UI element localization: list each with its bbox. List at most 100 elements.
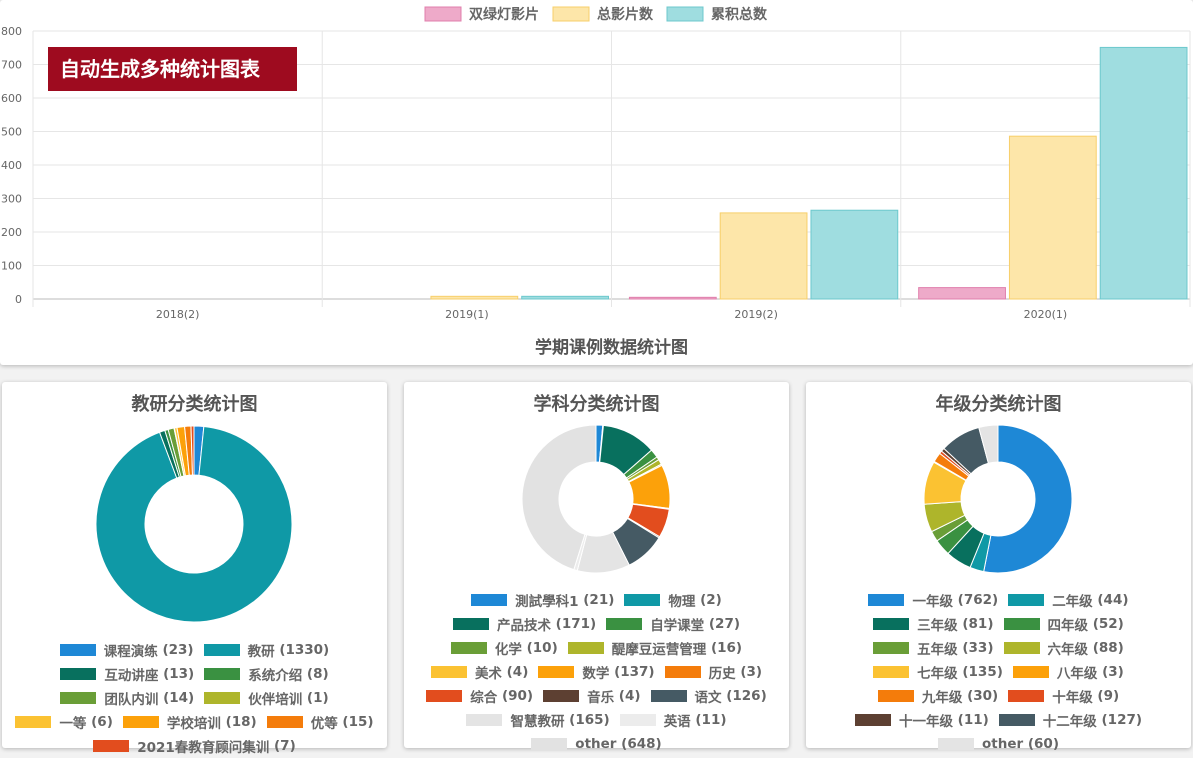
legend-item: other (60) (938, 732, 1059, 756)
legend-item: 英语 (11) (619, 708, 727, 732)
legend-swatch (538, 666, 575, 678)
legend: 课程演练 (23) 教研 (1330) 互动讲座 (13) 系统介绍 (8) 团队内训 … (2, 638, 387, 758)
legend-swatch (567, 642, 604, 654)
legend-swatch (60, 668, 97, 680)
legend-swatch (59, 644, 96, 656)
legend-value: (13) (163, 666, 195, 682)
legend-swatch (606, 618, 643, 630)
legend-label: 团队内训 (104, 692, 159, 708)
x-tick-label: 2020(1) (1024, 308, 1068, 321)
x-tick-label: 2018(2) (156, 308, 200, 321)
chart-title: 教研分类统计图 (131, 394, 258, 415)
legend-label: 音乐 (587, 690, 615, 706)
legend-item: 七年级 (135) (873, 660, 1003, 684)
legend-label: 2021春教育顾问集训 (137, 740, 270, 756)
legend-value: (8) (306, 666, 329, 682)
legend: 一年级 (762) 二年级 (44) 三年级 (81) 四年级 (52) 五年级 (33… (806, 588, 1191, 756)
legend-swatch (452, 618, 489, 630)
legend-item: 化学 (10) (450, 636, 558, 660)
legend-label: other (982, 736, 1024, 752)
legend-swatch (466, 714, 503, 726)
legend-item: 历史 (3) (664, 660, 763, 684)
legend-label: 三年级 (917, 618, 958, 634)
legend-swatch (543, 690, 580, 702)
legend-item: 系统介绍 (8) (204, 662, 329, 686)
legend-swatch (873, 618, 910, 630)
legend-value: (137) (614, 664, 655, 680)
legend-label: 双绿灯影片 (469, 6, 539, 23)
legend-value: (3) (740, 664, 763, 680)
legend-item: 团队内训 (14) (60, 686, 194, 710)
legend-swatch (1008, 690, 1045, 702)
legend-swatch (552, 6, 590, 22)
legend-value: (44) (1097, 592, 1129, 608)
legend-label: 醍摩豆运营管理 (611, 642, 707, 658)
donut-card: 年级分类统计图 一年级 (762) 二年级 (44) 三年级 (81) 四年级 (52)… (806, 382, 1191, 752)
legend-label: 美术 (474, 666, 502, 682)
legend-value: (171) (555, 616, 597, 632)
legend-label: 一等 (59, 716, 87, 732)
legend-swatch (471, 594, 508, 606)
bar (521, 295, 609, 300)
chart-title: 学期课例数据统计图 (535, 337, 688, 358)
legend-item: 八年级 (3) (1012, 660, 1124, 684)
legend-swatch (873, 642, 910, 654)
x-tick-label: 2019(1) (445, 308, 489, 321)
legend-item: 互动讲座 (13) (60, 662, 194, 686)
legend-label: 教研 (247, 644, 275, 660)
legend-label: 十一年级 (898, 714, 953, 730)
legend-label: 化学 (494, 642, 522, 658)
legend-value: (6) (91, 714, 113, 730)
donut-chart (521, 424, 671, 574)
legend-item: other (648) (531, 732, 662, 756)
legend-swatch (204, 692, 241, 704)
legend-label: 測試學科1 (515, 594, 579, 610)
donut-chart (923, 424, 1073, 574)
legend-item: 四年级 (52) (1003, 612, 1124, 636)
y-tick-label: 100 (1, 260, 22, 273)
legend-value: (52) (1092, 616, 1124, 632)
legend-value: (33) (962, 640, 994, 656)
donut-slice (978, 424, 999, 464)
legend-item: 综合 (90) (426, 684, 533, 708)
legend-swatch (1003, 642, 1040, 654)
legend-value: (9) (1097, 688, 1120, 704)
legend-item: 五年级 (33) (873, 636, 994, 660)
legend-value: (4) (618, 688, 641, 704)
legend-item: 二年级 (44) (1008, 588, 1129, 612)
x-tick-label: 2019(2) (734, 308, 778, 321)
legend-label: 七年级 (917, 666, 958, 682)
legend-swatch (204, 668, 241, 680)
legend-label: 八年级 (1056, 666, 1098, 682)
legend-item: 教研 (1330) (203, 638, 329, 662)
legend-item: 音乐 (4) (543, 684, 641, 708)
legend-item: 伙伴培训 (1) (204, 686, 329, 710)
legend-value: (4) (506, 664, 529, 680)
legend-item: 十一年级 (11) (854, 708, 989, 732)
legend-label: 智慧教研 (510, 714, 565, 730)
y-tick-label: 0 (15, 293, 22, 306)
legend-label: 语文 (694, 690, 722, 706)
bar (810, 209, 899, 300)
legend-label: 系统介绍 (248, 668, 303, 684)
y-tick-label: 300 (1, 193, 22, 206)
legend-value: (1) (306, 690, 329, 706)
legend-value: (165) (569, 712, 610, 728)
legend-swatch (938, 738, 974, 750)
legend-value: (88) (1092, 640, 1124, 656)
legend-swatch (868, 594, 905, 606)
legend-item: 产品技术 (171) (452, 612, 597, 636)
donut-slice (95, 425, 293, 623)
bar (1008, 135, 1097, 300)
bar (719, 212, 808, 300)
legend-swatch (203, 644, 240, 656)
legend-value: (15) (342, 714, 374, 730)
legend-swatch (619, 714, 656, 726)
bar (628, 296, 717, 300)
legend-label: 历史 (708, 666, 736, 682)
legend-label: 英语 (663, 714, 691, 730)
legend-label: 总影片数 (597, 6, 654, 23)
y-tick-label: 800 (1, 25, 22, 38)
bar (1099, 46, 1188, 300)
legend-swatch (1008, 594, 1045, 606)
